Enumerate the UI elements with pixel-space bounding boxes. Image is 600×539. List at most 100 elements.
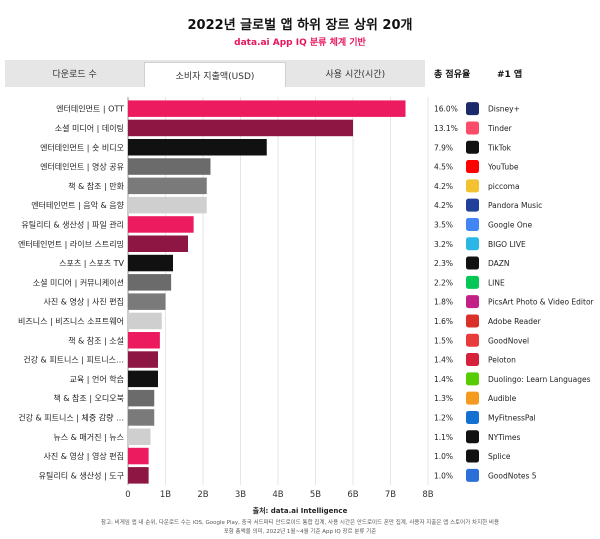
top-app-name: GoodNotes 5 [488,471,537,480]
piccoma-icon [466,179,479,193]
share-label: 4.2% [434,182,453,191]
share-label: 1.3% [434,394,453,403]
tiktok-icon [466,140,479,154]
category-label: 책 & 참조 | 소설 [68,335,124,345]
bar [128,216,194,233]
bar [128,274,172,291]
x-tick-label: 2B [197,490,208,500]
myfitnesspal-icon [466,410,479,424]
bar [128,293,166,310]
share-label: 1.0% [434,471,453,480]
chart-note-line-2: 포함 총액을 의미, 2022년 1월~4월 기준 App IQ 장르 분류 기… [223,529,377,535]
splice-icon [466,449,479,463]
top-app-name: Tinder [487,124,513,133]
category-label: 비즈니스 | 비즈니스 소프트웨어 [18,316,124,326]
share-label: 1.1% [434,433,453,442]
tab-usage-time[interactable]: 사용 시간(시간) [325,70,386,80]
bar [128,196,207,214]
category-label: 건강 & 피트니스 | 피트니스… [23,355,124,365]
bar [128,409,155,426]
category-label: 책 & 참조 | 만화 [68,181,125,191]
nytimes-icon [466,430,479,444]
top-app-name: YouTube [487,163,519,172]
x-tick-label: 1B [160,490,171,500]
category-label: 유틸리티 & 생산성 | 파일 관리 [21,219,124,229]
top-app-name: BIGO LIVE [488,240,526,249]
top-app-name: Peloton [488,356,516,365]
share-label: 1.6% [434,317,453,326]
bar [128,447,149,465]
top-app-name: DAZN [488,259,510,268]
goodnovel-icon [466,333,479,347]
bar [128,119,353,137]
chart-title: 2022년 글로벌 앱 하위 장르 상위 20개 [187,18,413,33]
picsart-icon [466,295,479,309]
peloton-icon [466,353,479,367]
google-one-icon [466,217,479,231]
chart-note-line-1: 참고: 비게임 앱 내 순위, 다운로드 수는 iOS, Google Play… [100,520,500,526]
top-app-name: Disney+ [488,105,520,114]
bar [128,428,151,445]
x-tick-label: 8B [422,490,433,500]
chart-source: 출처: data.ai Intelligence [252,507,348,515]
share-label: 4.2% [434,201,453,210]
category-label: 스포츠 | 스포츠 TV [59,259,124,268]
bar [128,389,155,407]
bar [128,370,158,388]
top-app-name: TikTok [487,143,512,152]
disney-plus-icon [466,102,479,116]
share-label: 1.8% [434,298,453,307]
x-tick-label: 3B [235,490,246,500]
top-app-name: piccoma [488,182,520,191]
top-app-name: Google One [488,220,532,229]
x-tick-label: 0 [125,490,130,500]
tab-consumer-spend[interactable]: 소비자 지출액(USD) [144,62,286,87]
x-tick-label: 4B [272,490,283,500]
share-label: 2.2% [434,278,453,287]
top-app-column-header: #1 앱 [497,70,523,80]
share-label: 1.5% [434,336,453,345]
share-label: 1.2% [434,413,453,422]
category-label: 소셜 미디어 | 데이팅 [55,123,124,133]
category-label: 건강 & 피트니스 | 체중 감량 … [18,412,124,422]
category-label: 소셜 미디어 | 커뮤니케이션 [33,277,124,287]
category-label: 사진 & 영상 | 사진 편집 [43,297,124,307]
category-label: 교육 | 언어 학습 [70,374,124,384]
share-label: 16.0% [434,105,458,114]
adobe-reader-icon [466,314,479,328]
metric-tabs: 다운로드 수 소비자 지출액(USD) 사용 시간(시간) [5,60,425,87]
category-label: 책 & 참조 | 오디오북 [53,393,124,403]
chart-subtitle: data.ai App IQ 분류 체계 기반 [234,38,366,48]
share-label: 3.5% [434,220,453,229]
top-app-name: GoodNovel [488,336,529,345]
top-app-name: Duolingo: Learn Languages [488,375,591,384]
bar [128,100,406,117]
share-label: 1.4% [434,375,453,384]
dazn-icon [466,256,479,270]
top-app-name: Splice [488,452,511,461]
share-label: 1.4% [434,356,453,365]
x-tick-label: 6B [347,490,358,500]
top-app-name: NYTimes [488,433,521,442]
category-label: 엔터테인먼트 | 영상 공유 [40,162,124,172]
top-app-name: Audible [488,394,517,403]
tab-downloads[interactable]: 다운로드 수 [52,70,97,80]
bar [128,467,149,484]
bar [128,235,188,252]
share-label: 4.5% [434,163,453,172]
category-label: 엔터테인먼트 | 숏 비디오 [40,142,124,152]
bar [128,254,173,272]
share-label: 3.2% [434,240,453,249]
top-app-name: Adobe Reader [488,317,542,326]
category-label: 뉴스 & 매거진 | 뉴스 [53,432,124,442]
x-tick-label: 7B [385,490,396,500]
tinder-icon [466,121,479,135]
top-app-name: PicsArt Photo & Video Editor [488,298,595,307]
category-label: 엔터테인먼트 | 라이브 스트리밍 [18,239,124,249]
bar [128,177,207,195]
top-app-name: Pandora Music [488,201,542,210]
goodnotes-icon [466,468,479,482]
category-label: 엔터테인먼트 | OTT [56,104,124,114]
pandora-icon [466,198,479,212]
